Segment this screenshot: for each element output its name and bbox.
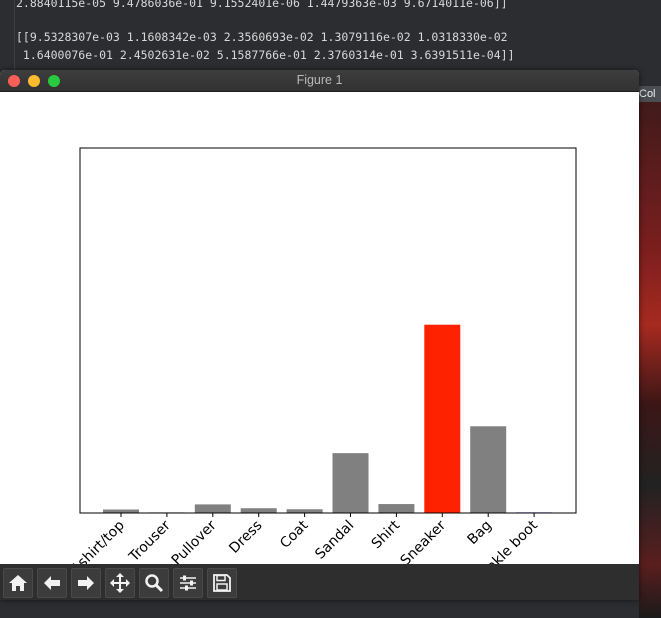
bar-shirt — [378, 504, 415, 513]
minimize-window-button[interactable] — [28, 75, 40, 87]
maximize-window-button[interactable] — [48, 75, 60, 87]
terminal-line: 1.6400076e-01 2.4502631e-02 5.1587766e-0… — [16, 48, 515, 62]
home-button[interactable] — [3, 568, 33, 598]
pan-icon — [110, 573, 130, 593]
back-arrow-icon — [44, 576, 60, 590]
x-tick-label: Sandal — [312, 518, 357, 563]
x-tick-label: Dress — [226, 518, 265, 557]
bar-bag — [470, 426, 507, 513]
back-button[interactable] — [37, 568, 67, 598]
x-tick-label: T-shirt/top — [65, 517, 128, 564]
bar-sandal — [332, 453, 369, 513]
subplots-button[interactable] — [173, 568, 203, 598]
terminal-gutter — [0, 0, 15, 70]
x-tick-label: Coat — [277, 517, 312, 552]
save-icon — [213, 574, 231, 592]
x-tick-label: Shirt — [369, 517, 404, 552]
close-window-button[interactable] — [8, 75, 20, 87]
bar-pullover — [194, 504, 231, 513]
terminal-line: 2.8840115e-05 9.4786036e-01 9.1552401e-0… — [16, 0, 508, 10]
home-icon — [9, 575, 27, 591]
bar-coat — [286, 509, 323, 513]
pan-button[interactable] — [105, 568, 135, 598]
figure-window: Figure 1 T-shirt/top Trouser Pullover Dress… — [0, 70, 639, 600]
x-tick-label: Trouser — [126, 517, 174, 564]
forward-button[interactable] — [71, 568, 101, 598]
x-tick-label: Pullover — [169, 517, 220, 564]
terminal-line: [[9.5328307e-03 1.1608342e-03 2.3560693e… — [16, 30, 508, 44]
background-window-strip — [639, 86, 661, 618]
window-title: Figure 1 — [296, 73, 343, 87]
background-window-label: Col — [639, 86, 661, 102]
zoom-button[interactable] — [139, 568, 169, 598]
axes-frame — [79, 147, 577, 514]
x-tick-label: Bag — [465, 518, 495, 548]
x-tick-label: Sneaker — [398, 517, 450, 564]
bar-t-shirt-top — [103, 509, 139, 513]
navigation-toolbar — [0, 564, 639, 600]
bar-sneaker — [424, 324, 461, 513]
window-titlebar[interactable]: Figure 1 — [0, 70, 639, 92]
save-button[interactable] — [207, 568, 237, 598]
forward-arrow-icon — [78, 576, 94, 590]
subplots-icon — [180, 575, 196, 591]
bar-dress — [240, 508, 277, 513]
zoom-icon — [145, 574, 164, 593]
